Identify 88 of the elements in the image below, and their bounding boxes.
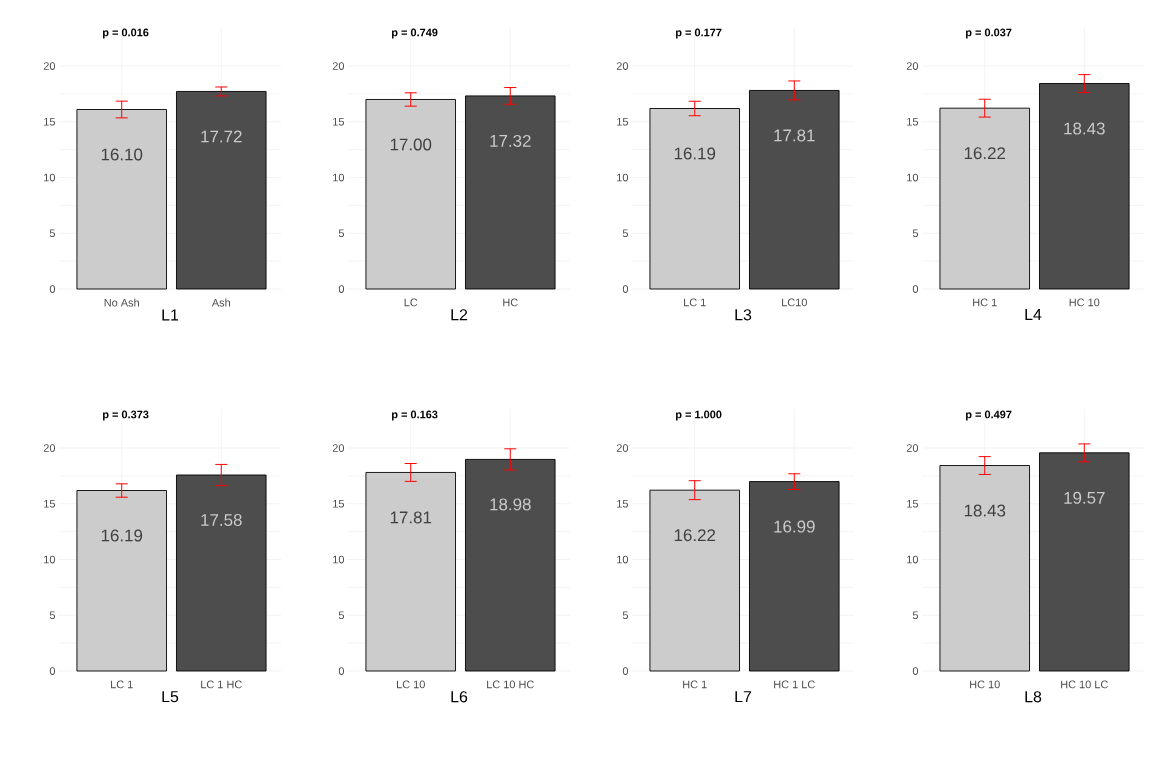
y-tick-label: 20 [332,444,345,452]
x-axis-title: L5 [162,691,179,703]
y-tick-label: 20 [906,62,919,70]
x-tick-label: HC 10 [970,680,1000,689]
y-tick-label: 10 [907,173,919,182]
y-tick-label: 5 [912,611,919,620]
x-tick-label: HC 1 [683,680,707,689]
y-tick-label: 10 [617,555,629,564]
y-tick-label: 15 [907,117,919,126]
x-axis-title: L1 [162,309,179,321]
x-tick-label: LC [404,298,418,307]
data-label: 16.10 [101,148,143,161]
x-tick-label: LC10 [782,298,807,307]
annotation: p = 0.749 [392,28,438,39]
y-tick-label: 10 [44,555,56,564]
y-tick-label: 0 [912,667,919,675]
data-label: 18.98 [490,498,531,511]
y-tick-label: 20 [616,444,629,452]
data-label: 16.99 [774,520,815,533]
y-tick-label: 10 [333,173,345,182]
x-axis-title: L7 [735,691,752,703]
y-tick-label: 20 [906,444,919,452]
annotation: p = 0.497 [966,410,1012,421]
y-tick-label: 0 [622,285,629,293]
y-tick-label: 5 [338,611,345,620]
y-tick-label: 10 [44,173,56,182]
x-tick-label: HC 1 [973,298,997,307]
x-tick-label: LC 1 [111,680,133,689]
y-tick-label: 10 [907,555,919,564]
y-tick-label: 5 [622,229,629,238]
x-axis-title: L8 [1025,691,1042,703]
y-tick-label: 10 [333,555,345,564]
data-label: 17.81 [774,129,815,142]
annotation: p = 0.016 [103,28,149,39]
data-label: 16.19 [101,529,143,542]
data-label: 19.57 [1064,491,1105,504]
annotation: p = 0.037 [966,28,1012,39]
data-label: 16.22 [964,147,1006,160]
x-tick-label: No Ash [104,298,139,307]
y-tick-label: 20 [332,62,345,70]
y-tick-label: 5 [912,229,919,238]
y-tick-label: 5 [49,611,56,620]
x-tick-label: LC 1 HC [201,680,242,689]
y-tick-label: 15 [44,499,56,508]
x-axis-title: L2 [451,309,468,321]
annotation: p = 0.177 [676,28,722,39]
y-tick-label: 15 [333,499,345,508]
x-tick-label: LC 10 HC [487,680,534,689]
x-tick-label: LC 10 [397,680,425,689]
y-tick-label: 0 [338,667,345,675]
x-tick-label: HC 10 [1069,298,1100,307]
y-tick-label: 0 [49,285,56,293]
x-tick-label: HC 1 LC [774,680,815,689]
x-axis-title: L6 [451,691,468,703]
y-tick-label: 0 [622,667,629,675]
y-tick-label: 0 [912,285,919,293]
data-label: 16.22 [674,529,716,542]
y-tick-label: 15 [44,117,56,126]
y-tick-label: 20 [43,444,56,452]
data-label: 17.58 [201,514,242,527]
y-tick-label: 15 [617,499,629,508]
annotation: p = 0.373 [103,410,149,421]
x-tick-label: HC 10 LC [1061,680,1108,689]
y-tick-label: 15 [333,117,345,126]
data-label: 16.19 [674,147,716,160]
annotation: p = 0.163 [392,410,438,421]
data-label: 18.43 [964,504,1006,517]
y-tick-label: 15 [907,499,919,508]
x-axis-title: L3 [735,309,752,321]
y-tick-label: 10 [617,173,629,182]
data-label: 17.32 [490,134,531,147]
data-label: 17.72 [201,130,242,143]
y-tick-label: 20 [43,62,56,70]
y-tick-label: 5 [49,229,56,238]
data-label: 17.81 [390,511,432,524]
y-tick-label: 0 [338,285,345,293]
data-label: 17.00 [390,138,432,151]
y-tick-label: 0 [49,667,56,675]
y-tick-label: 15 [617,117,629,126]
y-tick-label: 20 [616,62,629,70]
y-tick-label: 5 [622,611,629,620]
y-tick-label: 5 [338,229,345,238]
x-tick-label: HC [503,298,518,307]
x-tick-label: Ash [211,298,230,307]
x-tick-label: LC 1 [684,298,706,307]
x-axis-title: L4 [1025,309,1042,321]
data-label: 18.43 [1064,122,1105,135]
annotation: p = 1.000 [676,410,722,421]
